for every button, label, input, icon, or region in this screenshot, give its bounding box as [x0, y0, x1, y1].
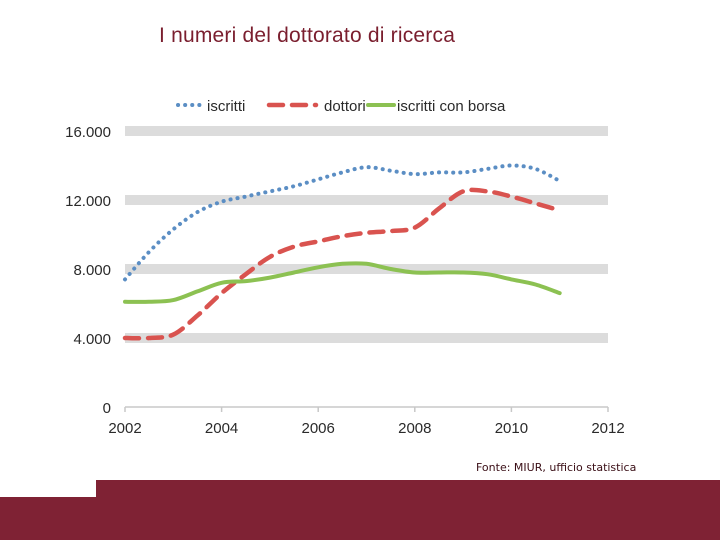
series-line-iscritti-con-borsa [123, 261, 562, 304]
series-line-iscritti [123, 163, 562, 282]
y-tick-label: 0 [103, 400, 111, 417]
grid-band [125, 333, 608, 343]
grid-band [125, 195, 608, 205]
legend-label: iscritti con borsa [397, 98, 506, 115]
footer-bar-left [0, 497, 96, 540]
grid-band [125, 126, 608, 136]
y-tick-label: 8.000 [73, 262, 111, 279]
source-note: Fonte: MIUR, ufficio statistica [476, 461, 637, 474]
x-tick-label: 2002 [108, 420, 141, 437]
grid-band [125, 264, 608, 274]
line-chart: 2002 2004 2006 2008 2010 2012 0 4.000 8.000 12.00… [65, 98, 625, 437]
y-tick-label: 12.000 [65, 193, 111, 210]
slide-title: I numeri del dottorato di ricerca [159, 24, 456, 47]
series-line-dottori [122, 187, 562, 341]
legend-label: iscritti [207, 98, 245, 115]
x-tick-label: 2012 [591, 420, 624, 437]
y-tick-label: 4.000 [73, 331, 111, 348]
footer-bar [96, 480, 720, 540]
legend-label: dottori [324, 98, 366, 115]
x-tick-label: 2008 [398, 420, 431, 437]
y-tick-label: 16.000 [65, 124, 111, 141]
x-tick-label: 2006 [302, 420, 335, 437]
x-tick-label: 2010 [495, 420, 528, 437]
x-tick-label: 2004 [205, 420, 238, 437]
